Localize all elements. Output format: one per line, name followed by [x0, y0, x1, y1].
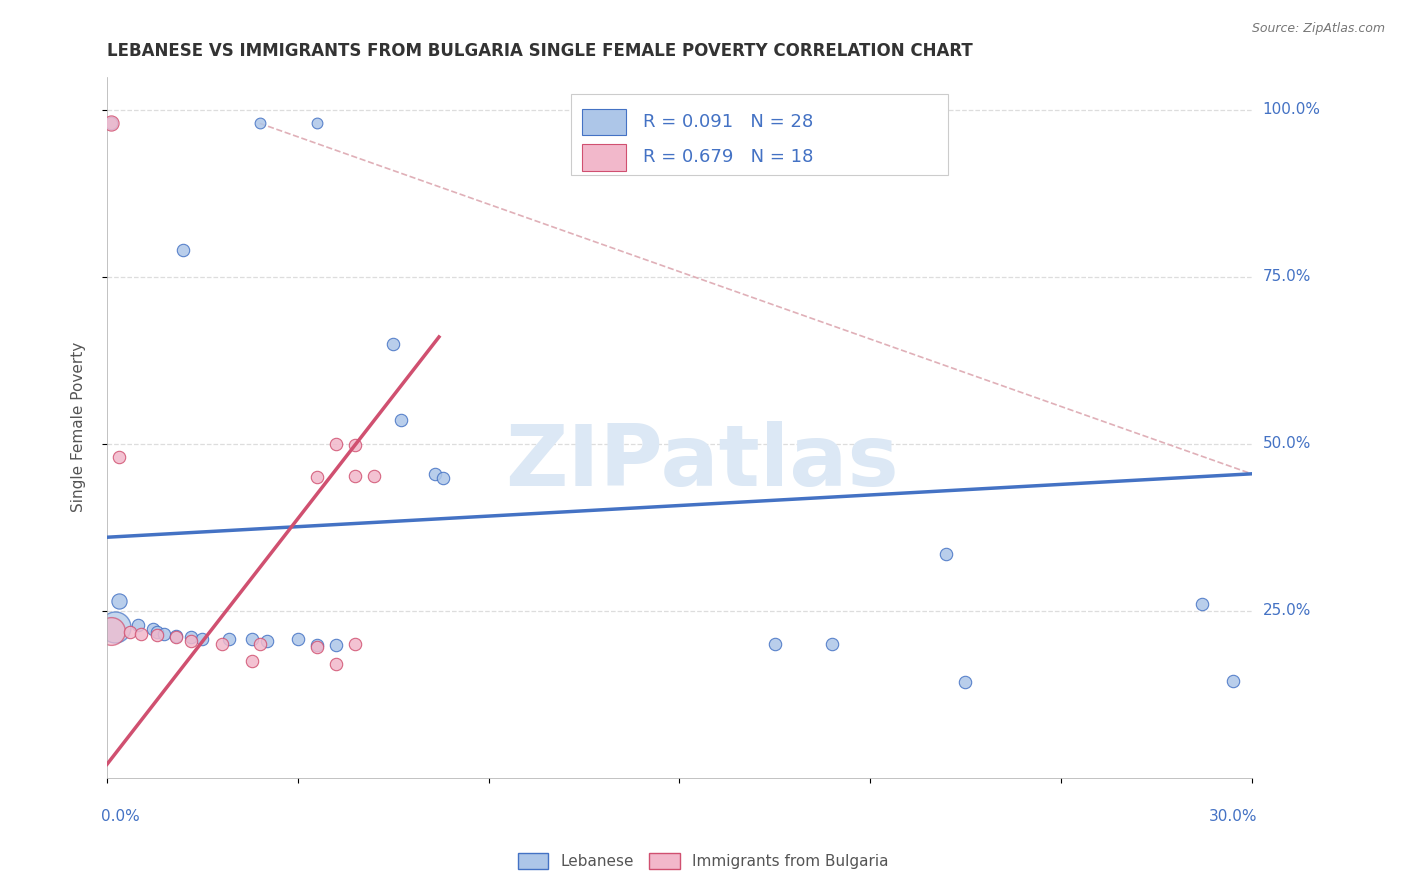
- Point: [142, 623, 165, 637]
- Point: [344, 438, 367, 452]
- Point: [100, 624, 122, 638]
- Point: [821, 637, 844, 651]
- Point: [165, 629, 187, 643]
- Point: [100, 116, 122, 130]
- Point: [425, 467, 447, 481]
- Point: [211, 637, 233, 651]
- Text: R = 0.091   N = 28: R = 0.091 N = 28: [643, 113, 813, 131]
- Point: [172, 243, 194, 257]
- Point: [127, 618, 149, 632]
- Point: [249, 116, 271, 130]
- Point: [165, 631, 187, 645]
- Text: 25.0%: 25.0%: [1263, 603, 1310, 618]
- Point: [180, 631, 202, 645]
- Point: [249, 637, 271, 651]
- Point: [305, 116, 328, 130]
- Point: [107, 593, 129, 607]
- Text: 30.0%: 30.0%: [1209, 809, 1257, 824]
- Text: LEBANESE VS IMMIGRANTS FROM BULGARIA SINGLE FEMALE POVERTY CORRELATION CHART: LEBANESE VS IMMIGRANTS FROM BULGARIA SIN…: [107, 42, 973, 60]
- Point: [344, 468, 367, 483]
- Point: [344, 637, 367, 651]
- Point: [432, 471, 454, 485]
- Text: 75.0%: 75.0%: [1263, 269, 1310, 285]
- Text: 0.0%: 0.0%: [101, 809, 141, 824]
- Point: [118, 625, 141, 640]
- FancyBboxPatch shape: [582, 109, 626, 136]
- Point: [305, 640, 328, 655]
- Point: [1191, 597, 1213, 611]
- Point: [104, 620, 127, 634]
- Point: [218, 632, 240, 646]
- Point: [100, 116, 122, 130]
- Point: [153, 627, 176, 641]
- Text: 50.0%: 50.0%: [1263, 436, 1310, 451]
- Text: Source: ZipAtlas.com: Source: ZipAtlas.com: [1251, 22, 1385, 36]
- FancyBboxPatch shape: [571, 95, 948, 175]
- Point: [305, 470, 328, 484]
- Point: [240, 632, 263, 646]
- Legend: Lebanese, Immigrants from Bulgaria: Lebanese, Immigrants from Bulgaria: [512, 847, 894, 875]
- Point: [955, 675, 977, 690]
- Point: [389, 413, 412, 427]
- Point: [191, 632, 214, 646]
- Text: R = 0.679   N = 18: R = 0.679 N = 18: [643, 148, 813, 166]
- Point: [763, 637, 786, 651]
- Point: [180, 633, 202, 648]
- Point: [256, 633, 278, 648]
- Point: [131, 627, 153, 641]
- Text: 100.0%: 100.0%: [1263, 103, 1320, 118]
- Point: [382, 336, 405, 351]
- Point: [363, 468, 385, 483]
- Point: [287, 632, 309, 646]
- Point: [305, 639, 328, 653]
- Point: [935, 547, 957, 561]
- Point: [145, 625, 167, 640]
- Point: [145, 628, 167, 642]
- Point: [325, 437, 347, 451]
- Point: [325, 657, 347, 671]
- Point: [1222, 673, 1244, 688]
- Point: [240, 654, 263, 668]
- Point: [325, 639, 347, 653]
- Text: ZIPatlas: ZIPatlas: [505, 421, 898, 504]
- Point: [107, 450, 129, 464]
- FancyBboxPatch shape: [582, 144, 626, 170]
- Y-axis label: Single Female Poverty: Single Female Poverty: [72, 342, 86, 512]
